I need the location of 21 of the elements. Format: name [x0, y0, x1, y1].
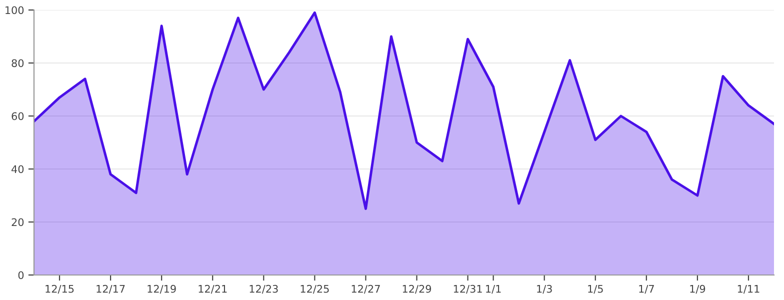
- x-tick-label: 12/29: [402, 284, 432, 294]
- x-tick-label: 12/17: [96, 284, 125, 294]
- x-tick-label: 12/31: [454, 284, 482, 294]
- x-tick-label: 1/9: [690, 284, 706, 294]
- x-tick-label: 12/15: [46, 284, 74, 294]
- x-tick-label: 12/19: [148, 284, 176, 294]
- x-tick-label: 1/3: [537, 284, 552, 294]
- x-tick-label: 1/1: [486, 285, 501, 294]
- y-tick-label: 80: [12, 59, 24, 68]
- x-tick-label: 1/5: [588, 285, 603, 294]
- x-tick-label: 12/21: [198, 284, 227, 294]
- y-tick-label: 60: [12, 112, 24, 120]
- y-tick-label: 40: [12, 165, 24, 174]
- x-tick-label: 1/7: [639, 285, 654, 294]
- y-tick-label: 100: [6, 6, 24, 14]
- x-tick-label: 12/25: [300, 284, 329, 294]
- x-tick-label: 12/23: [250, 284, 278, 294]
- x-tick-label: 12/27: [352, 284, 380, 294]
- x-tick-label: 1/11: [738, 285, 760, 294]
- y-tick-label: 0: [18, 271, 24, 280]
- y-tick-label: 20: [12, 218, 24, 226]
